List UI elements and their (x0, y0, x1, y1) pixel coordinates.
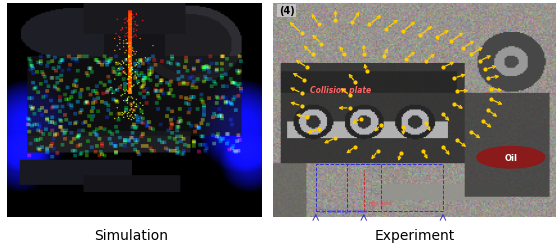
Text: Collision plate: Collision plate (310, 86, 371, 94)
Bar (316, 164, 443, 211)
Text: Oil drainage holes: Oil drainage holes (319, 208, 366, 213)
Text: Oil: Oil (505, 154, 517, 162)
Text: Inlet hole: Inlet hole (367, 201, 391, 206)
Text: Simulation: Simulation (95, 228, 169, 242)
Bar (347, 164, 381, 211)
Text: (4): (4) (279, 6, 295, 16)
Text: Experiment: Experiment (374, 228, 455, 242)
Ellipse shape (477, 147, 545, 168)
